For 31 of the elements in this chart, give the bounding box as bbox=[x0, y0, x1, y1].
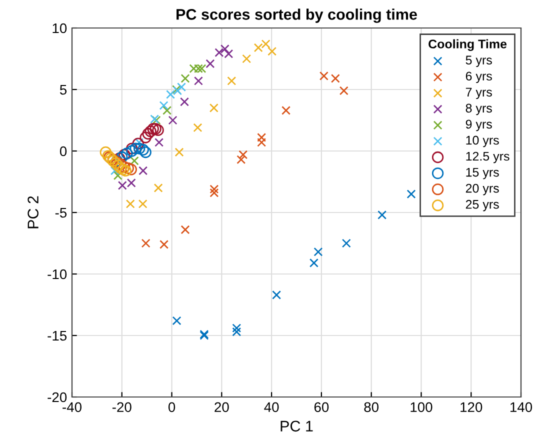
legend-label: 6 yrs bbox=[466, 72, 492, 84]
x-tick-label: 20 bbox=[214, 402, 229, 412]
legend-label: 25 yrs bbox=[466, 200, 499, 212]
x-tick-label: 60 bbox=[314, 402, 329, 412]
x-tick-label: -40 bbox=[62, 402, 82, 412]
legend-label: 9 yrs bbox=[466, 120, 492, 132]
y-tick-label: -5 bbox=[55, 208, 67, 218]
legend-label: 5 yrs bbox=[466, 56, 492, 67]
y-tick-label: 0 bbox=[60, 146, 67, 156]
legend-title: Cooling Time bbox=[428, 39, 507, 51]
legend-label: 8 yrs bbox=[466, 104, 492, 116]
y-tick-label: -15 bbox=[48, 330, 67, 341]
y-axis-title: PC 2 bbox=[28, 196, 38, 228]
x-tick-label: 40 bbox=[264, 402, 279, 412]
x-tick-label: 0 bbox=[168, 402, 176, 412]
legend-label: 15 yrs bbox=[466, 168, 499, 180]
legend-label: 7 yrs bbox=[466, 88, 492, 100]
y-tick-label: -10 bbox=[48, 269, 67, 280]
legend-label: 20 yrs bbox=[466, 184, 499, 196]
legend-label: 10 yrs bbox=[466, 136, 499, 148]
x-tick-label: -20 bbox=[112, 402, 132, 412]
x-tick-label: 80 bbox=[364, 402, 379, 412]
chart-title: PC scores sorted by cooling time bbox=[176, 8, 417, 23]
x-axis-title: PC 1 bbox=[280, 420, 313, 432]
y-tick-label: 5 bbox=[60, 84, 67, 95]
x-tick-label: 120 bbox=[460, 402, 482, 412]
x-tick-label: 140 bbox=[510, 402, 532, 412]
x-tick-label: 100 bbox=[410, 402, 432, 412]
y-tick-label: 10 bbox=[52, 23, 67, 34]
legend-label: 12.5 yrs bbox=[466, 152, 510, 164]
y-tick-label: -20 bbox=[48, 392, 67, 402]
